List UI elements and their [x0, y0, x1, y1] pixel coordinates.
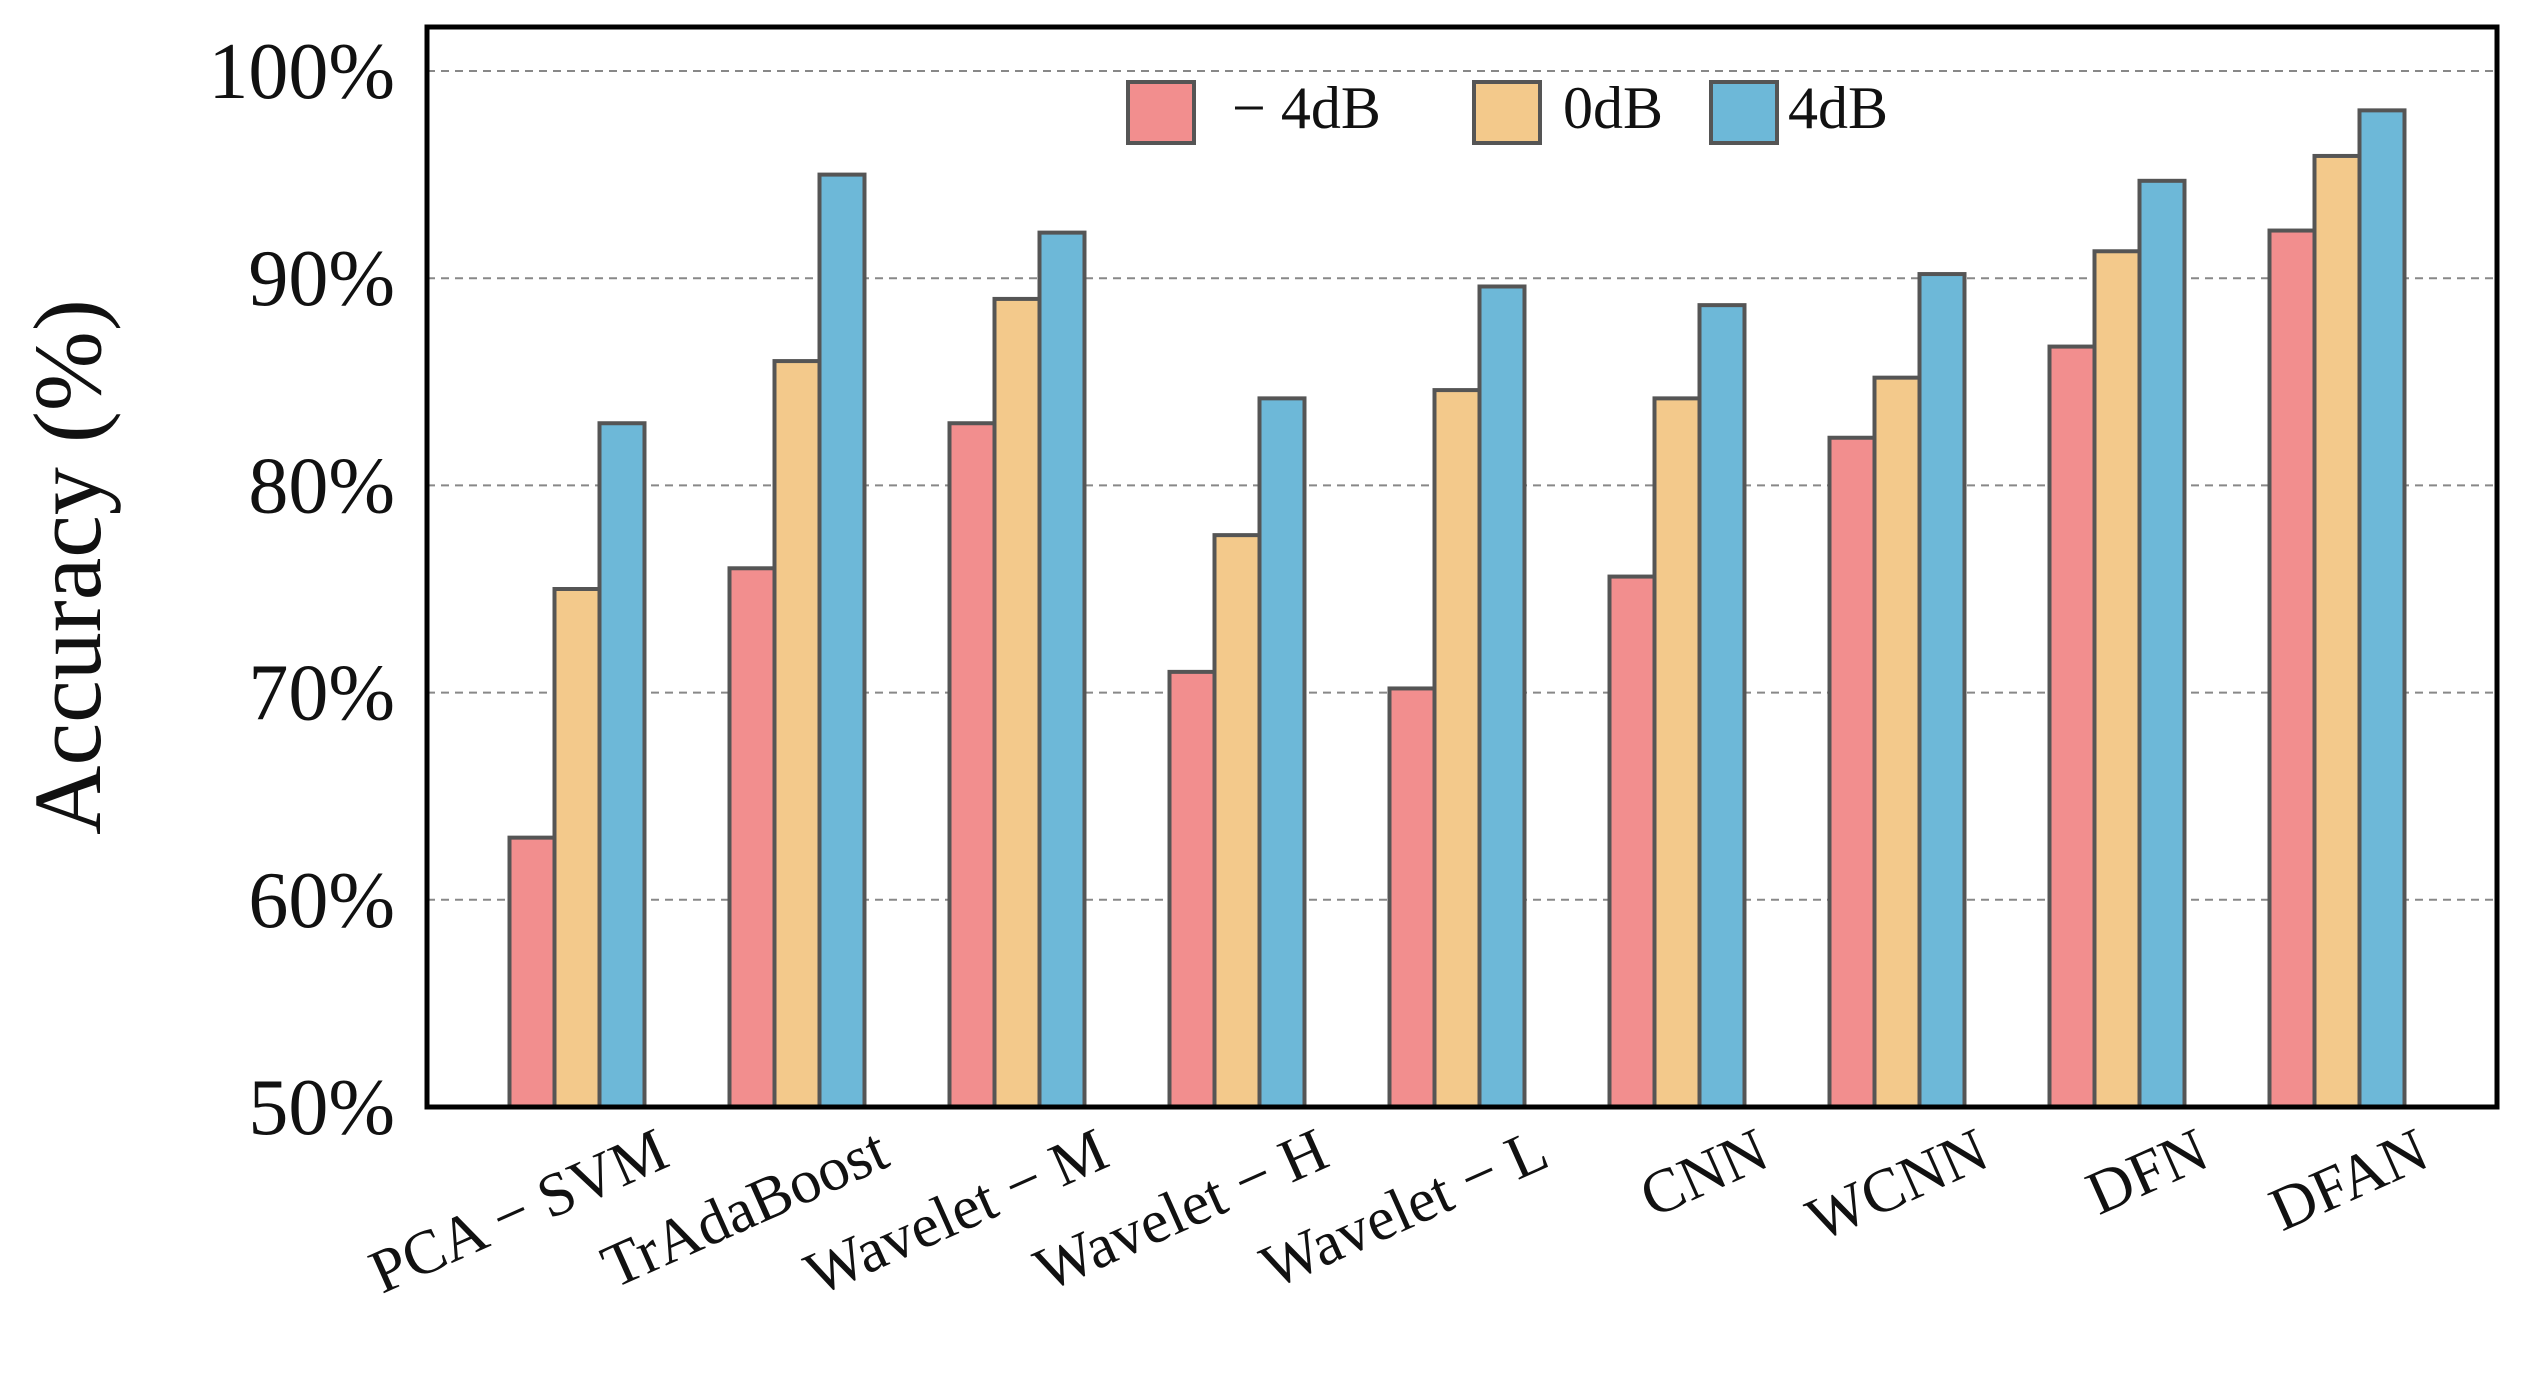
- bar: [1257, 396, 1307, 1110]
- y-tick-label: 80%: [248, 442, 395, 530]
- bar: [1167, 669, 1217, 1109]
- legend-swatch: [1126, 80, 1196, 145]
- y-tick-label: 100%: [208, 28, 395, 116]
- x-tick-label: DFN: [2077, 1116, 2218, 1229]
- bar: [727, 566, 777, 1109]
- bar: [507, 835, 557, 1109]
- x-tick-label: DFAN: [2260, 1116, 2438, 1245]
- bar: [992, 296, 1042, 1110]
- bar: [1827, 435, 1877, 1109]
- legend-label: 0dB: [1563, 75, 1663, 141]
- bar: [1917, 272, 1967, 1109]
- bar: [1432, 388, 1482, 1109]
- bar: [1872, 375, 1922, 1109]
- bar: [1697, 303, 1747, 1109]
- plot-frame: [424, 24, 2500, 1110]
- legend-swatch: [1472, 80, 1542, 145]
- bar: [552, 587, 602, 1109]
- y-tick-label: 90%: [248, 235, 395, 323]
- bars: [507, 108, 2407, 1110]
- bar: [1607, 574, 1657, 1109]
- y-tick-label: 70%: [248, 650, 395, 738]
- bar: [2047, 344, 2097, 1109]
- legend-swatch: [1709, 80, 1779, 145]
- bar: [2137, 178, 2187, 1110]
- bar: [2312, 153, 2362, 1109]
- x-tick-label: CNN: [1630, 1116, 1777, 1231]
- x-tick-label: WCNN: [1797, 1116, 1998, 1255]
- bar: [1037, 230, 1087, 1109]
- bar: [817, 172, 867, 1110]
- bar: [1212, 533, 1262, 1109]
- legend-label: 4dB: [1788, 75, 1888, 141]
- bar: [1387, 686, 1437, 1109]
- bar: [947, 421, 997, 1109]
- y-axis-label: Accuracy (%): [14, 299, 121, 835]
- bar: [2357, 108, 2407, 1110]
- bar: [2267, 228, 2317, 1109]
- bar: [597, 421, 647, 1109]
- bar: [1652, 396, 1702, 1110]
- bar: [1477, 284, 1527, 1110]
- legend: − 4dB 0dB 4dB: [1126, 75, 1888, 145]
- bar: [772, 359, 822, 1109]
- legend-label: − 4dB: [1232, 75, 1381, 141]
- y-tick-labels: 50% 60% 70% 80% 90% 100%: [208, 28, 395, 1152]
- y-tick-label: 60%: [248, 857, 395, 945]
- y-tick-label: 50%: [248, 1064, 395, 1152]
- bar: [2092, 249, 2142, 1110]
